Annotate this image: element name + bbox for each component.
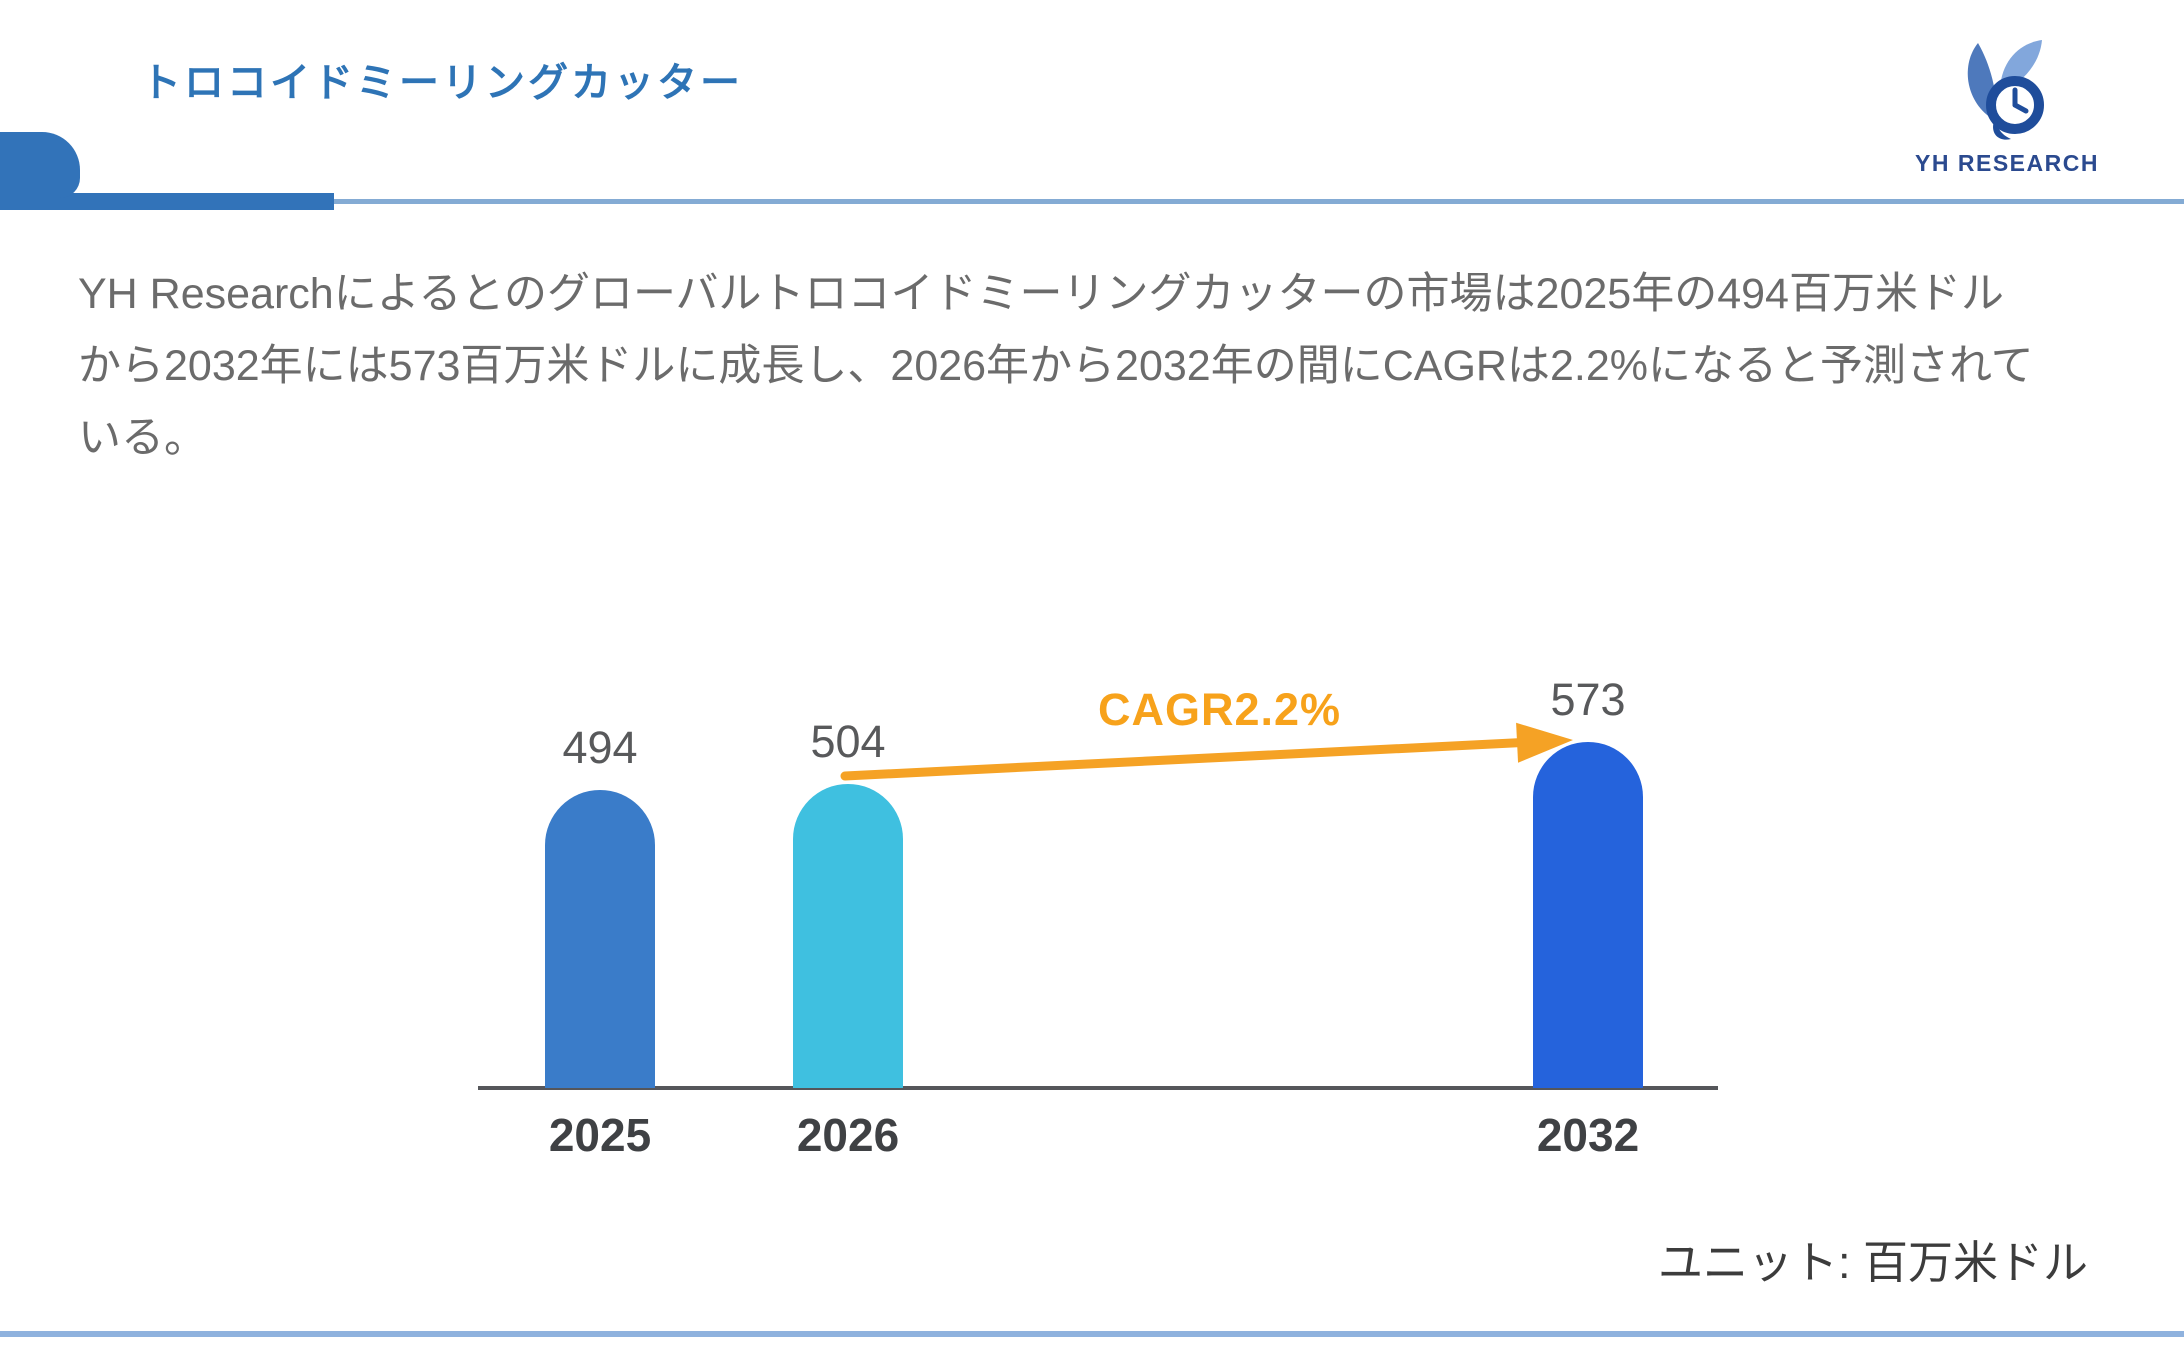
bar-value-label-2032: 573 (1550, 674, 1626, 725)
x-axis-line (478, 1086, 1718, 1090)
header-accent-tab (0, 132, 80, 198)
yh-research-logo: YH RESEARCH (1912, 38, 2102, 177)
unit-label: ユニット: 百万米ドル (1657, 1237, 2088, 1288)
cagr-annotation: CAGR2.2% (1098, 684, 1342, 735)
logo-clock-tail (1993, 120, 2011, 140)
footer-rule (0, 1331, 2184, 1337)
x-axis-label-2026: 2026 (796, 1109, 900, 1161)
cagr-arrow-line (840, 737, 1530, 781)
bar-2025 (545, 790, 655, 1088)
market-bar-chart: CAGR2.2% 494 2025 504 2026 573 2032 (478, 618, 1718, 1161)
page-title: トロコイドミーリングカッター (141, 61, 743, 105)
market-summary-text: YH Researchによるとのグローバルトロコイドミーリングカッターの市場は2… (78, 270, 2034, 462)
logo-clock-hand-hour (2012, 102, 2029, 114)
bar-value-label-2025: 494 (562, 722, 638, 773)
bar-2032 (1533, 742, 1643, 1088)
x-axis-label-2025: 2025 (548, 1109, 652, 1161)
bar-value-label-2026: 504 (810, 716, 886, 767)
logo-wordmark: YH RESEARCH (1915, 150, 2099, 176)
bar-2026 (793, 784, 903, 1088)
yh-logo-icon (1967, 40, 2044, 140)
header-rule-light (0, 199, 2184, 204)
cagr-arrow-head (1516, 722, 1573, 763)
x-axis-label-2032: 2032 (1536, 1109, 1640, 1161)
cagr-arrow-icon (840, 722, 1573, 781)
header-rule-dark (0, 193, 334, 210)
